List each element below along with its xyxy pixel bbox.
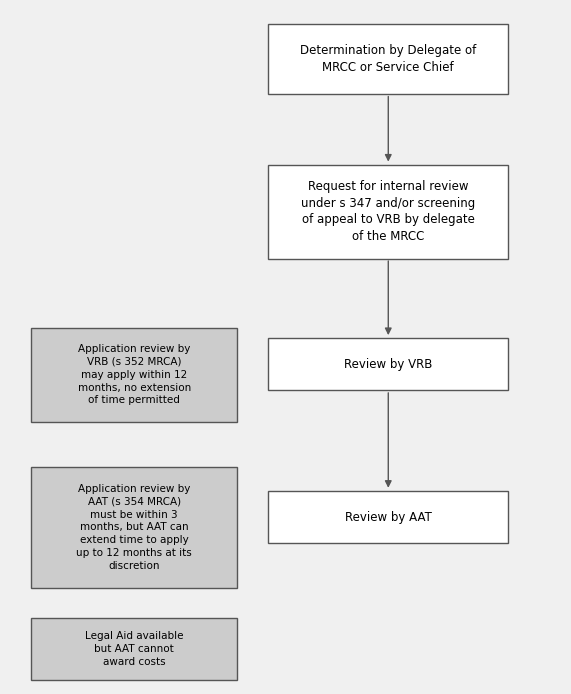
Text: Application review by
AAT (s 354 MRCA)
must be within 3
months, but AAT can
exte: Application review by AAT (s 354 MRCA) m… [77, 484, 192, 571]
FancyBboxPatch shape [31, 618, 237, 680]
FancyBboxPatch shape [31, 467, 237, 589]
FancyBboxPatch shape [268, 165, 508, 259]
Text: Review by VRB: Review by VRB [344, 358, 432, 371]
Text: Request for internal review
under s 347 and/or screening
of appeal to VRB by del: Request for internal review under s 347 … [301, 180, 476, 243]
FancyBboxPatch shape [268, 339, 508, 390]
Text: Review by AAT: Review by AAT [345, 511, 432, 523]
FancyBboxPatch shape [31, 328, 237, 421]
Text: Application review by
VRB (s 352 MRCA)
may apply within 12
months, no extension
: Application review by VRB (s 352 MRCA) m… [78, 344, 191, 405]
Text: Determination by Delegate of
MRCC or Service Chief: Determination by Delegate of MRCC or Ser… [300, 44, 476, 74]
FancyBboxPatch shape [268, 24, 508, 94]
FancyBboxPatch shape [268, 491, 508, 543]
Text: Legal Aid available
but AAT cannot
award costs: Legal Aid available but AAT cannot award… [85, 631, 183, 667]
